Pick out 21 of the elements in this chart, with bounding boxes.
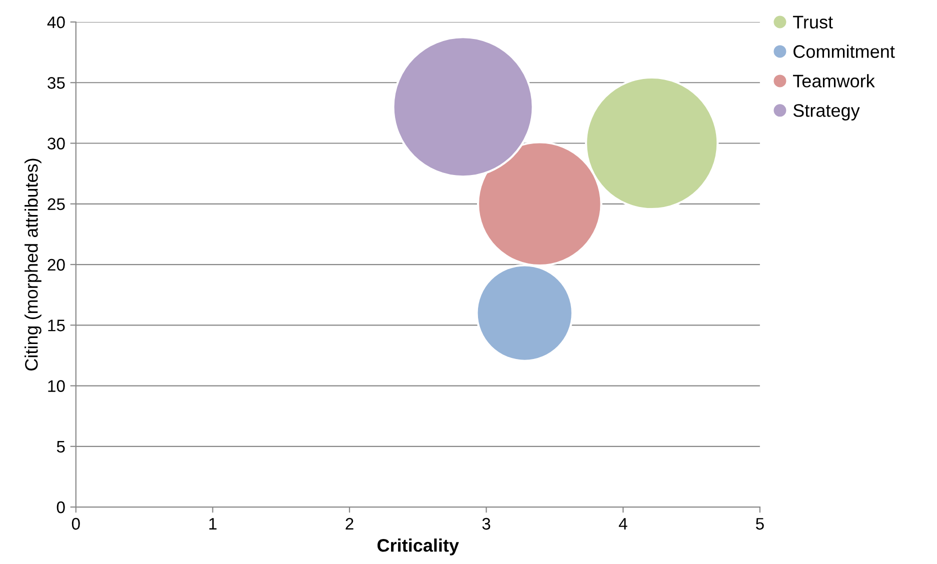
y-tick-label: 0 (56, 501, 65, 514)
x-tick-label: 3 (482, 518, 490, 530)
legend-label: Trust (793, 16, 833, 28)
x-tick-label: 5 (756, 518, 764, 530)
legend-label: Strategy (793, 104, 860, 120)
y-tick-label: 15 (48, 320, 65, 332)
y-tick-label: 5 (56, 440, 65, 453)
legend-label: Teamwork (793, 74, 875, 88)
y-axis-title: Citing (morphed attributes) (24, 158, 42, 370)
y-tick-label: 35 (48, 77, 65, 89)
x-tick-label: 4 (618, 518, 628, 530)
y-tick-label: 10 (48, 380, 65, 392)
y-tick-label: 25 (48, 198, 65, 210)
x-tick-label: 1 (209, 518, 217, 530)
legend-label: Commitment (794, 44, 895, 58)
x-tick-label: 0 (72, 518, 80, 530)
y-tick-label: 20 (48, 258, 65, 271)
y-tick-label: 40 (47, 16, 65, 28)
x-tick-label: 2 (346, 518, 354, 530)
x-axis-title: Criticality (378, 538, 459, 556)
y-tick-label: 30 (48, 138, 65, 150)
